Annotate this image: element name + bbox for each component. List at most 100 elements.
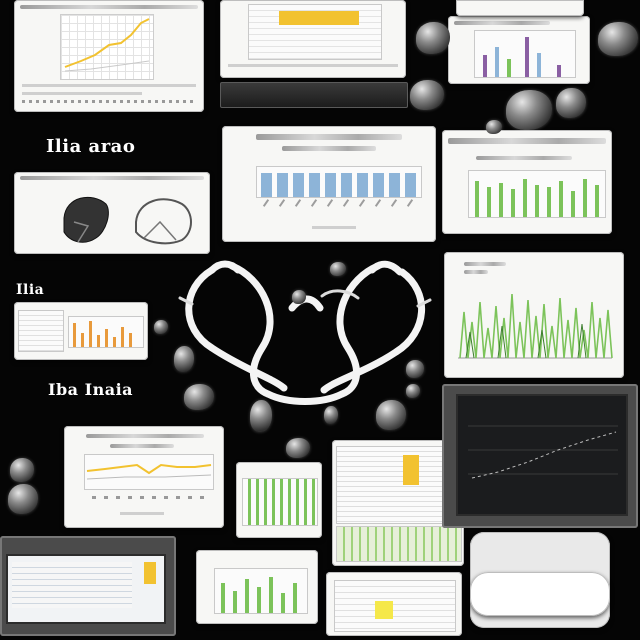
- dashboard-card-bar-chart-green: [442, 130, 612, 234]
- chart-bar: [483, 55, 487, 77]
- chart-bar: [269, 577, 273, 613]
- chart-bar: [511, 189, 515, 217]
- scatter-trend-series: [468, 425, 618, 479]
- chart-bar: [495, 47, 499, 77]
- card-header: [448, 138, 606, 144]
- chart-bar: [129, 333, 132, 347]
- card-footer-line: [92, 496, 204, 499]
- dashboard-card-yellow-note: [326, 572, 462, 636]
- chart-bar: [389, 173, 400, 197]
- dashboard-card-green-bars: [196, 550, 318, 624]
- chart-bar: [535, 185, 539, 217]
- chart-plot-area: [242, 478, 318, 526]
- pebble-icon: [330, 262, 346, 276]
- card-footer-line: [22, 92, 142, 95]
- anatomy-sketch-icon: [63, 196, 192, 245]
- chart-bar: [557, 65, 561, 77]
- chart-plot-area: [468, 170, 606, 218]
- chart-bar: [73, 323, 76, 347]
- highlight-cell: [279, 11, 359, 25]
- pebble-icon: [506, 90, 552, 130]
- pebble-icon: [486, 120, 502, 134]
- chart-bar: [277, 173, 288, 197]
- document-panel: [334, 580, 456, 632]
- card-header: [20, 5, 198, 9]
- chart-bar: [595, 185, 599, 217]
- section-heading-3: Iba Inaia: [48, 380, 134, 399]
- card-subheader: [110, 444, 174, 448]
- chart-bar: [523, 179, 527, 217]
- card-header: [464, 262, 506, 266]
- chart-bar: [121, 327, 124, 347]
- chart-bar: [499, 183, 503, 217]
- chart-plot-area: [60, 14, 154, 80]
- highlight-column: [403, 455, 419, 485]
- chart-bar: [293, 583, 297, 613]
- chart-bar: [487, 187, 491, 217]
- sticky-note: [375, 601, 393, 619]
- chart-bar: [105, 329, 108, 347]
- card-header: [86, 434, 204, 438]
- chart-bar: [281, 593, 285, 613]
- chart-plot-area: [474, 30, 576, 78]
- chart-bar: [261, 173, 272, 197]
- chart-plot-area: [68, 316, 144, 348]
- pebble-icon: [406, 360, 424, 378]
- dashboard-card-line-chart: [14, 0, 204, 112]
- pebble-icon: [10, 458, 34, 482]
- chart-bar: [559, 181, 563, 217]
- chart-bar: [325, 173, 336, 197]
- chart-bar: [81, 333, 84, 347]
- dashboard-screen: [6, 554, 166, 624]
- chart-bar: [537, 53, 541, 77]
- chart-bar: [245, 579, 249, 613]
- line-chart-series: [86, 463, 212, 480]
- dashboard-card-table: [220, 0, 406, 78]
- card-footer-line: [228, 64, 398, 67]
- pebble-icon: [324, 406, 338, 424]
- pebble-icon: [292, 290, 306, 304]
- pebble-icon: [154, 320, 168, 334]
- monitor-icon: [442, 384, 638, 528]
- screen-panel: [12, 562, 132, 608]
- pebble-icon: [376, 400, 406, 430]
- pebble-icon: [598, 22, 638, 56]
- chart-bar: [571, 191, 575, 217]
- chart-bar: [97, 335, 100, 347]
- chart-bar: [547, 187, 551, 217]
- chart-bar: [341, 173, 352, 197]
- chart-bar: [221, 583, 225, 613]
- taskbar-strip: [220, 82, 408, 108]
- section-heading-1: Ilia arao: [46, 136, 136, 157]
- section-heading-2: Ilia: [16, 282, 45, 298]
- dashboard-card-line-yellow: [64, 426, 224, 528]
- dashboard-card-tab: [456, 0, 584, 16]
- chart-bar: [583, 179, 587, 217]
- chart-bar: [233, 591, 237, 613]
- spreadsheet-grid: [336, 446, 462, 524]
- dashboard-card-bar-chart-blue: [222, 126, 436, 242]
- chart-bar: [257, 587, 261, 613]
- chart-bar: [373, 173, 384, 197]
- pebble-icon: [416, 22, 450, 54]
- chart-bar: [357, 173, 368, 197]
- card-footer-line: [22, 84, 196, 87]
- chart-plot-area: [256, 166, 422, 207]
- pebble-icon: [8, 484, 38, 514]
- dark-chart-screen: [456, 394, 628, 516]
- chart-plot-area: [214, 568, 308, 614]
- swirl-ornament-icon: [178, 260, 432, 405]
- card-subheader: [282, 146, 376, 151]
- spreadsheet-grid-lower: [336, 526, 462, 562]
- pebble-icon: [250, 400, 272, 432]
- line-chart-series: [64, 18, 150, 72]
- dashboard-card-anatomy: [14, 172, 210, 254]
- pebble-icon: [174, 346, 194, 372]
- card-footer-line: [312, 226, 356, 229]
- card-footer-line: [120, 512, 164, 515]
- card-subheader: [476, 156, 572, 160]
- pebble-icon: [184, 384, 214, 410]
- dashboard-card-bar-chart-orange: [14, 302, 148, 360]
- chart-plot-area: [84, 454, 214, 490]
- pebble-icon: [406, 384, 420, 398]
